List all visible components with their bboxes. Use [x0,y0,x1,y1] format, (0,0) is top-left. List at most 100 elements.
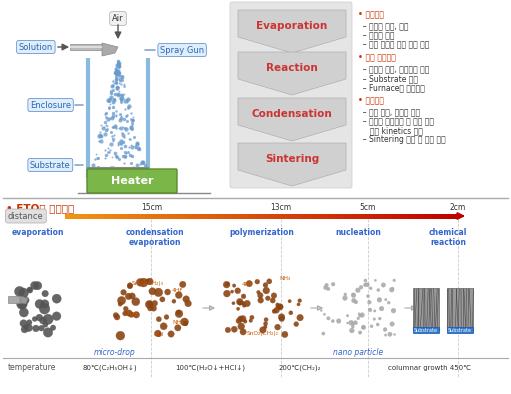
Bar [409,214,411,219]
Circle shape [185,300,192,307]
Bar [397,214,398,219]
Circle shape [160,297,165,302]
Circle shape [139,278,148,287]
Bar [295,214,297,219]
Bar [378,214,379,219]
Polygon shape [238,98,346,141]
Circle shape [179,281,186,288]
Circle shape [274,324,281,330]
Bar [251,214,252,219]
Bar [362,214,364,219]
Circle shape [349,320,354,325]
Bar [130,214,132,219]
Bar [278,214,280,219]
Bar [400,214,402,219]
Circle shape [225,327,230,333]
Circle shape [129,293,135,299]
Bar [146,214,148,219]
Circle shape [336,319,341,323]
Bar [127,214,128,219]
Bar [292,214,293,219]
Text: – Substrate 설계: – Substrate 설계 [358,74,418,83]
Circle shape [346,314,349,317]
Bar [425,214,427,219]
Polygon shape [102,43,118,56]
Circle shape [43,322,48,327]
Bar [304,214,305,219]
Bar [280,214,281,219]
Circle shape [39,317,47,324]
Circle shape [356,288,360,293]
Text: NH₃: NH₃ [172,320,183,325]
Bar [220,214,221,219]
Circle shape [352,298,356,303]
Circle shape [327,316,330,320]
Bar [351,214,352,219]
Bar [132,214,133,219]
Circle shape [264,318,268,322]
Circle shape [149,288,156,295]
Bar [154,214,155,219]
Circle shape [21,326,28,333]
Circle shape [136,279,144,286]
Bar [311,214,313,219]
Bar [204,214,205,219]
Bar [202,214,204,219]
Circle shape [243,320,247,323]
Bar [179,214,180,219]
Circle shape [246,281,252,287]
Circle shape [238,316,243,322]
Bar [420,214,422,219]
Polygon shape [238,143,346,186]
Bar [206,214,208,219]
Circle shape [41,300,49,308]
Circle shape [373,318,376,320]
Circle shape [390,322,394,326]
Bar [171,214,172,219]
Bar [260,214,262,219]
Bar [286,214,288,219]
Bar [176,214,178,219]
Bar [272,214,273,219]
Circle shape [152,300,157,306]
Bar [151,214,153,219]
Circle shape [19,308,29,317]
Circle shape [378,317,381,320]
Circle shape [391,308,396,313]
Bar [320,214,322,219]
Bar [337,214,339,219]
Bar [307,214,309,219]
Circle shape [272,309,276,314]
Bar [247,214,248,219]
Circle shape [147,278,153,285]
Bar [73,214,74,219]
Bar [310,214,311,219]
Circle shape [376,323,379,326]
Bar [199,214,200,219]
Bar [255,214,256,219]
Text: 200℃(CH₂)₂: 200℃(CH₂)₂ [278,365,321,371]
Bar [242,214,243,219]
FancyBboxPatch shape [8,296,20,303]
Circle shape [35,299,44,309]
Bar [294,214,295,219]
Bar [148,214,149,219]
Circle shape [127,284,133,289]
Circle shape [323,285,328,290]
Bar [379,214,381,219]
Bar [315,214,316,219]
Circle shape [282,331,288,338]
Bar [353,214,355,219]
Text: • 장비 설계기술: • 장비 설계기술 [358,53,396,62]
Circle shape [172,299,176,303]
Bar [227,214,229,219]
Bar [113,214,115,219]
Bar [345,214,346,219]
Circle shape [358,314,361,317]
Circle shape [387,301,390,304]
Bar [364,214,365,219]
Circle shape [358,331,362,334]
Bar [150,214,151,219]
Bar [99,214,100,219]
Circle shape [33,281,42,290]
